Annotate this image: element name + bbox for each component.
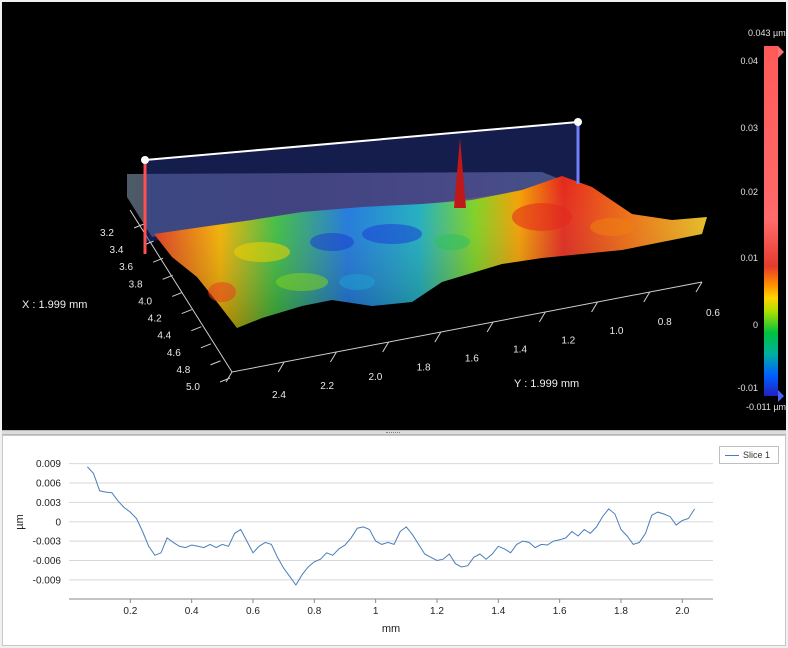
y-axis-tick-mark [591, 301, 598, 313]
surface-texture [208, 203, 634, 302]
profile-chart-panel: 0.009 0.006 0.003 0 -0.003 -0.006 -0.009 0.2 0.… [2, 435, 786, 646]
x-axis-tick-mark [152, 257, 164, 263]
colorbar-min-label: -0.011 µm [746, 402, 786, 412]
splitter-grip-icon[interactable] [386, 432, 400, 434]
y-tick-label: 0.009 [36, 459, 61, 470]
x-axis-tick-label: 4.6 [167, 348, 181, 359]
y-tick-label: -0.009 [33, 575, 62, 586]
series-line-slice-1 [87, 466, 696, 586]
y-axis-tick-mark [277, 361, 285, 373]
surface-3d-canvas[interactable]: 3.2 3.4 3.6 3.8 4.0 4.2 4.4 4.6 4.8 5.0 2.4 2.2 2.0… [2, 2, 786, 430]
y-axis-tick-marks [225, 281, 703, 383]
x-axis-tick-label: 3.4 [110, 245, 124, 256]
colorbar-tick-label: 0.04 [740, 56, 758, 66]
colorbar-tick-labels: 0.04 0.03 0.02 0.01 0 -0.01 [737, 56, 758, 393]
y-axis-tick-label: 1.6 [465, 354, 479, 365]
x-axis-tick-mark [200, 343, 212, 349]
surface-3d-view[interactable]: 3.2 3.4 3.6 3.8 4.0 4.2 4.4 4.6 4.8 5.0 2.4 2.2 2.0… [2, 2, 786, 430]
x-axis-tick-mark [172, 291, 183, 297]
y-dimension-readout: Y : 1.999 mm [514, 378, 579, 390]
surface-spike [454, 138, 466, 208]
x-tick-label: 0.8 [307, 606, 321, 617]
legend-swatch [725, 455, 739, 456]
x-tick-labels: 0.2 0.4 0.6 0.8 1 1.2 1.4 1.6 1.8 2.0 [123, 606, 689, 617]
chart-legend: Slice 1 [719, 446, 779, 464]
x-tick-label: 1.8 [614, 606, 628, 617]
x-tick-label: 1.4 [491, 606, 505, 617]
x-axis-title: mm [382, 623, 400, 635]
x-tick-marks [129, 599, 683, 603]
x-axis-tick-mark [162, 274, 173, 280]
y-axis-tick-mark [538, 311, 546, 323]
x-axis-tick-label: 3.6 [119, 262, 133, 273]
chart-grid [69, 463, 713, 581]
x-axis-tick-label: 4.8 [176, 365, 190, 376]
x-axis-tick-mark [210, 360, 221, 366]
x-tick-label: 1 [373, 606, 379, 617]
y-axis-tick-label: 1.2 [561, 335, 575, 346]
y-tick-label: 0 [55, 517, 61, 528]
colorbar-tick-label: 0.03 [740, 123, 758, 133]
colorbar-tick-label: 0.01 [740, 253, 758, 263]
slice-line[interactable] [141, 118, 582, 254]
colorbar-max-label: 0.043 µm [748, 28, 786, 38]
y-axis-tick-mark [330, 351, 337, 363]
x-axis-tick-mark [133, 223, 145, 229]
colorbar-gradient [764, 46, 778, 396]
x-tick-label: 1.2 [430, 606, 444, 617]
y-axis-tick-mark [486, 321, 494, 333]
x-dimension-readout: X : 1.999 mm [22, 299, 87, 311]
y-axis-tick-mark [434, 331, 442, 343]
legend-entry-slice-1: Slice 1 [743, 450, 771, 460]
y-axis-tick-mark [695, 281, 703, 293]
y-tick-label: -0.006 [33, 556, 62, 567]
colorbar-top-marker [778, 46, 784, 58]
x-axis-tick-labels: 3.2 3.4 3.6 3.8 4.0 4.2 4.4 4.6 4.8 5.0 [100, 228, 200, 393]
x-tick-label: 1.6 [553, 606, 567, 617]
x-axis-tick-label: 3.8 [129, 279, 143, 290]
y-tick-label: 0.006 [36, 479, 61, 490]
x-axis-tick-label: 4.2 [148, 314, 162, 325]
y-axis-tick-mark [382, 341, 390, 353]
colorbar-tick-label: -0.01 [737, 383, 758, 393]
y-axis-tick-label: 2.0 [368, 372, 382, 383]
y-axis-tick-label: 1.0 [610, 326, 624, 337]
y-tick-labels: 0.009 0.006 0.003 0 -0.003 -0.006 -0.009 [33, 459, 62, 586]
x-axis-tick-label: 4.0 [138, 296, 152, 307]
y-axis-title: µm [14, 514, 26, 530]
x-tick-label: 0.6 [246, 606, 260, 617]
slice-handle-start [141, 156, 149, 164]
x-axis-tick-label: 4.4 [157, 331, 171, 342]
y-axis-tick-mark [643, 291, 651, 303]
slice-plane [145, 122, 578, 242]
y-axis-tick-labels: 2.4 2.2 2.0 1.8 1.6 1.4 1.2 1.0 0.8 0.6 [272, 308, 720, 401]
colorbar-tick-label: 0 [753, 320, 758, 330]
y-axis-tick-label: 0.8 [658, 317, 672, 328]
y-tick-label: 0.003 [36, 498, 61, 509]
y-tick-label: -0.003 [33, 537, 62, 548]
panel-splitter[interactable] [2, 430, 786, 435]
x-tick-label: 0.4 [185, 606, 199, 617]
y-axis-tick-label: 1.4 [513, 344, 527, 355]
x-axis-tick-label: 5.0 [186, 382, 200, 393]
x-axis-tick-mark [181, 309, 192, 315]
slice-handle-end [574, 118, 582, 126]
x-tick-label: 2.0 [675, 606, 689, 617]
y-axis-tick-mark [225, 371, 233, 383]
y-axis-tick-label: 1.8 [417, 363, 431, 374]
colorbar-bottom-marker [778, 390, 784, 402]
y-axis-tick-label: 2.2 [320, 381, 334, 392]
x-axis-tick-mark [191, 326, 202, 332]
y-axis-tick-label: 0.6 [706, 308, 720, 319]
y-axis-tick-label: 2.4 [272, 390, 286, 401]
x-axis-tick-label: 3.2 [100, 228, 114, 239]
height-colorbar: 0.043 µm 0.04 0.03 0.02 0.01 0 -0.01 -0.011 µ… [737, 28, 786, 412]
x-tick-label: 0.2 [123, 606, 137, 617]
colorbar-tick-label: 0.02 [740, 187, 758, 197]
